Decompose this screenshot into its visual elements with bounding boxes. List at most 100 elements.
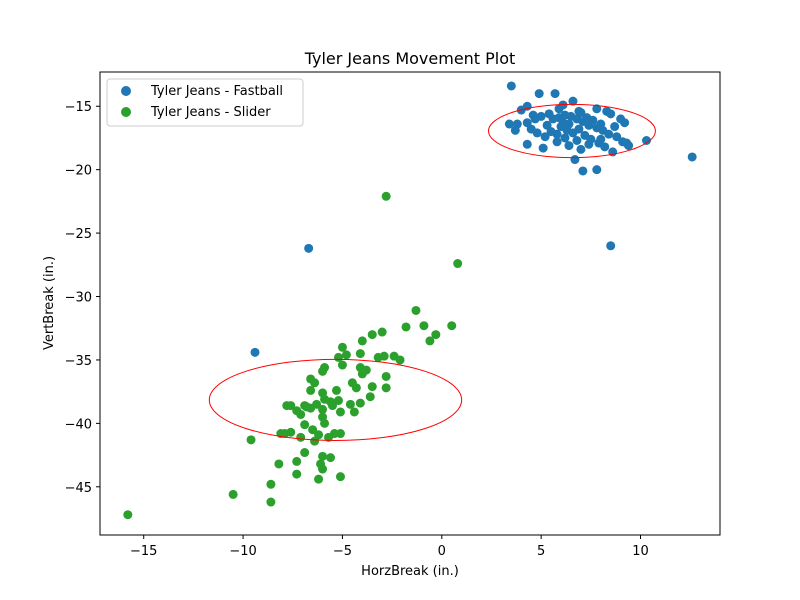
data-point [326, 453, 336, 463]
data-point [341, 350, 351, 360]
data-point [395, 355, 405, 365]
data-point [300, 448, 310, 458]
legend-marker-fastball [121, 86, 131, 96]
data-point [411, 305, 421, 315]
data-point [552, 137, 562, 147]
data-point [355, 398, 365, 408]
data-point [641, 135, 651, 145]
data-point [578, 166, 588, 176]
data-point [250, 347, 260, 357]
data-point [308, 425, 318, 435]
x-tick-label: −5 [333, 544, 352, 559]
y-tick-label: −45 [65, 481, 92, 496]
data-point [318, 464, 328, 474]
data-point [292, 469, 302, 479]
legend: Tyler Jeans - Fastball Tyler Jeans - Sli… [106, 78, 304, 127]
data-point [606, 109, 616, 119]
y-tick-label: −35 [65, 354, 92, 369]
legend-box [106, 78, 304, 127]
y-tick-label: −20 [65, 164, 92, 179]
data-point [328, 401, 337, 411]
data-point [604, 129, 614, 139]
data-point [266, 479, 276, 489]
data-point [318, 404, 328, 414]
data-point [612, 132, 622, 142]
data-point [367, 382, 377, 392]
data-point [123, 510, 133, 520]
data-point [504, 119, 514, 129]
data-point [574, 106, 584, 116]
data-point [296, 409, 306, 419]
data-point [296, 432, 306, 442]
data-point [401, 322, 411, 332]
slider-series [123, 191, 463, 520]
data-point [550, 89, 560, 99]
x-tick-label: 0 [438, 544, 446, 559]
data-point [687, 152, 697, 162]
data-point [367, 330, 377, 340]
data-point [572, 135, 582, 145]
fastball-series [250, 81, 697, 357]
data-point [568, 96, 578, 106]
data-point [333, 352, 343, 362]
data-point [355, 349, 365, 359]
data-point [357, 336, 367, 346]
data-point [425, 336, 435, 346]
data-point [329, 429, 339, 439]
x-tick-label: 5 [537, 544, 545, 559]
data-point [310, 436, 320, 446]
data-point [506, 81, 516, 91]
cluster-ellipse [208, 358, 463, 441]
data-point [337, 342, 347, 352]
data-point [564, 119, 574, 129]
data-point [318, 451, 328, 461]
data-point [528, 110, 538, 120]
data-point [314, 474, 324, 484]
data-point [300, 420, 310, 430]
y-tick-label: −15 [65, 100, 92, 115]
data-point [536, 111, 546, 121]
data-point [542, 120, 552, 130]
data-point [431, 330, 441, 340]
data-point [381, 371, 391, 381]
data-point [274, 459, 284, 469]
legend-label-slider: Tyler Jeans - Slider [150, 105, 271, 120]
data-point [357, 369, 367, 379]
data-point [266, 497, 276, 507]
data-point [540, 132, 550, 142]
legend-marker-slider [121, 107, 131, 117]
data-point [592, 165, 602, 175]
data-point [381, 383, 391, 393]
data-point [228, 489, 238, 499]
data-point [584, 139, 594, 149]
data-point [564, 141, 574, 151]
data-point [349, 407, 359, 417]
x-tick-label: −15 [130, 544, 157, 559]
data-point [304, 243, 314, 253]
data-point [610, 122, 620, 132]
data-point [574, 124, 584, 134]
data-point [310, 378, 320, 388]
data-point [596, 134, 606, 144]
y-axis: −15 −20 −25 −30 −35 −40 −45 [65, 100, 100, 496]
y-tick-label: −25 [65, 227, 92, 242]
chart-title: Tyler Jeans Movement Plot [304, 49, 516, 68]
data-point [320, 394, 330, 404]
data-point [622, 138, 632, 148]
data-point [302, 402, 312, 412]
data-point [246, 435, 256, 445]
data-point [560, 133, 570, 143]
data-point [335, 407, 345, 417]
y-tick-label: −30 [65, 291, 92, 306]
legend-label-fastball: Tyler Jeans - Fastball [150, 84, 283, 99]
data-point [365, 392, 375, 402]
x-tick-label: −10 [229, 544, 256, 559]
x-axis: −15 −10 −5 0 5 10 [130, 535, 649, 559]
data-point [282, 401, 292, 411]
data-point [600, 142, 610, 152]
data-point [306, 385, 316, 395]
data-point [331, 385, 341, 395]
data-point [552, 129, 562, 139]
data-point [532, 128, 542, 138]
